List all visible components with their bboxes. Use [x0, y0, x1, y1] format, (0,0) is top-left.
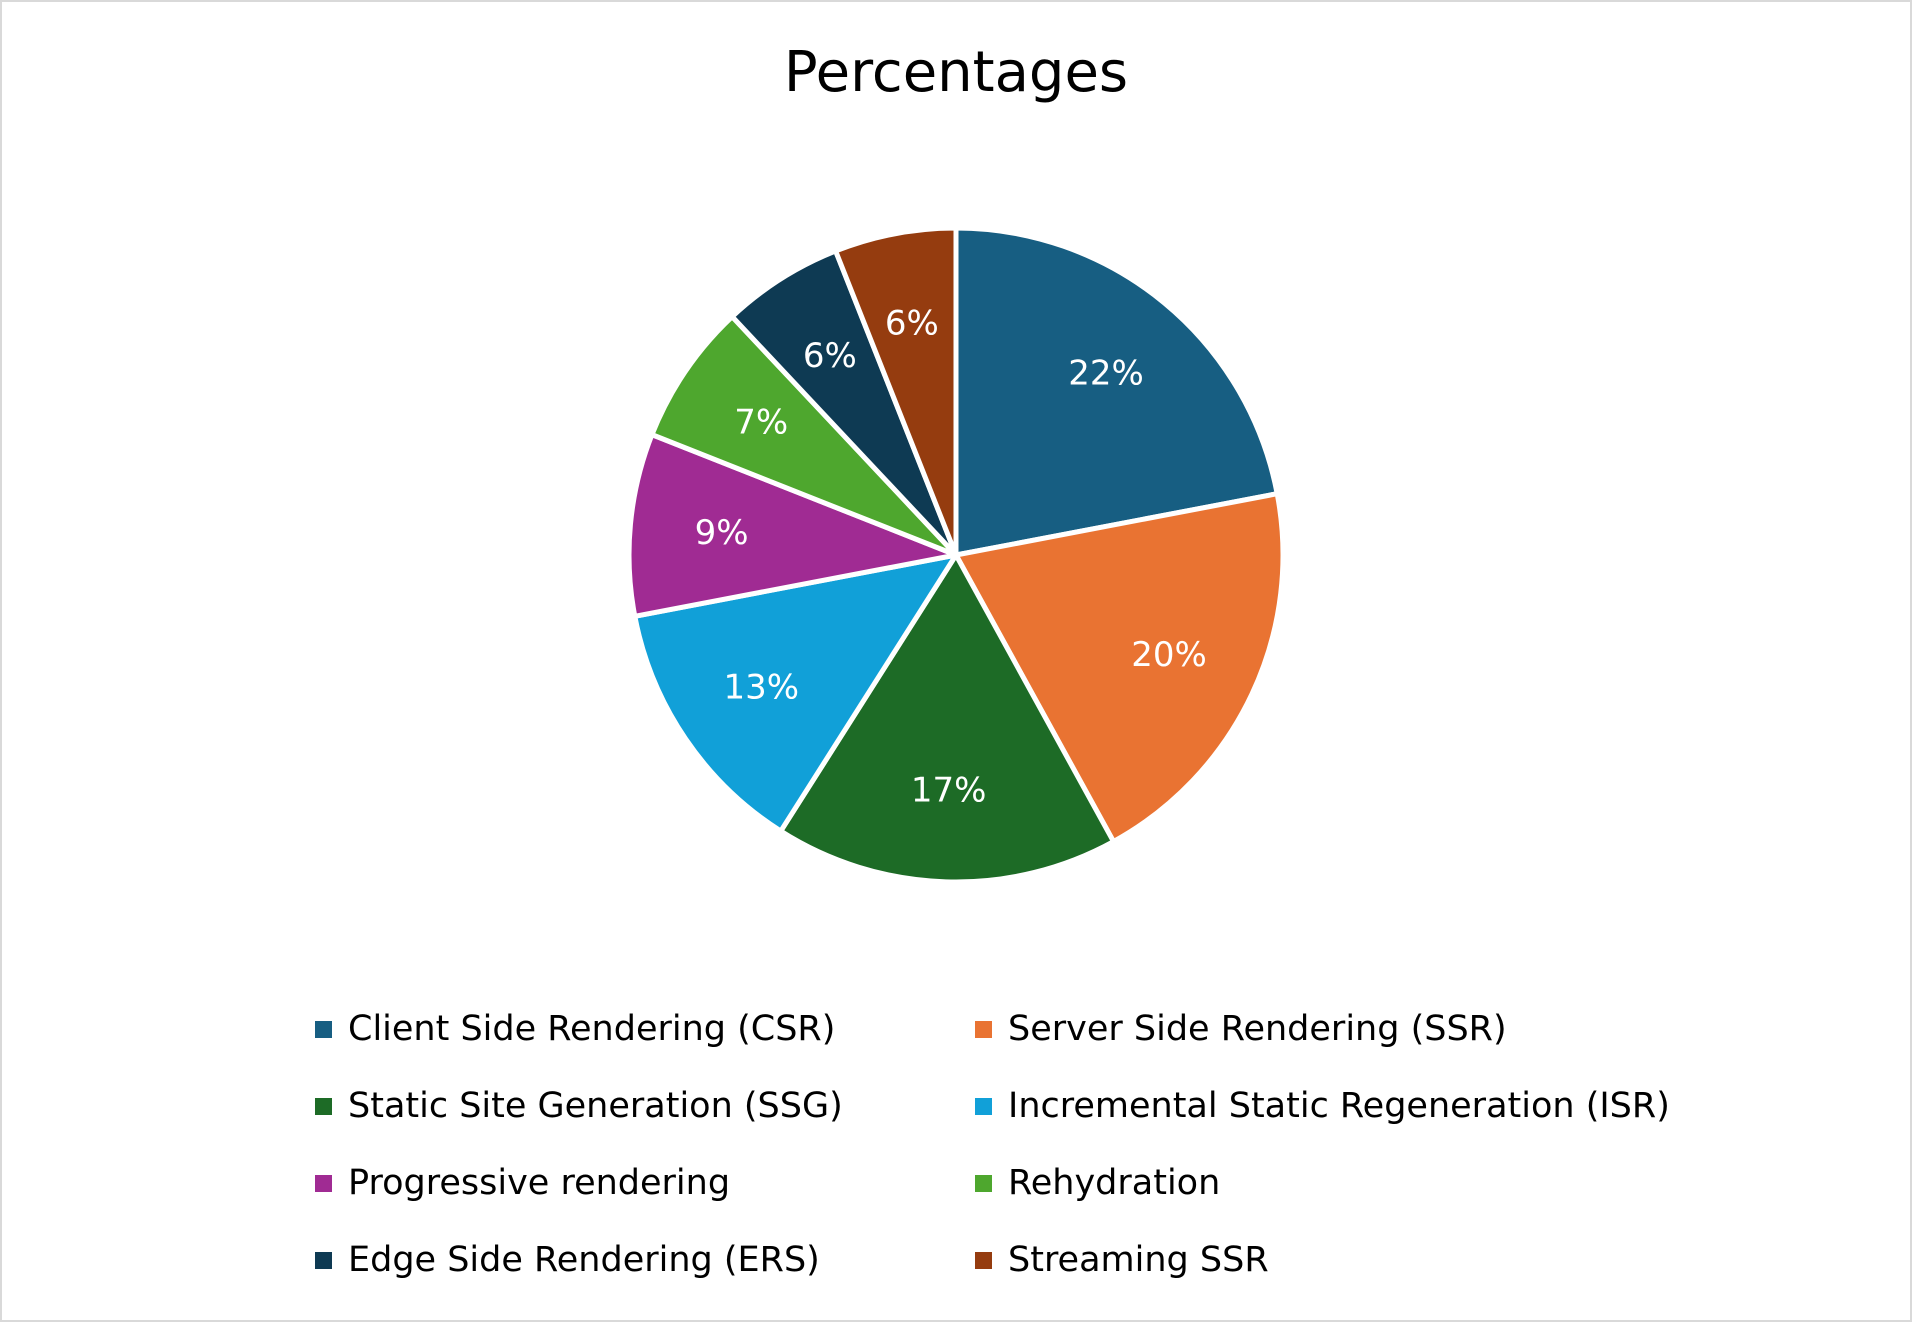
pie-slice-incremental-static-regeneration[interactable]: [632, 552, 959, 834]
legend-swatch: [975, 1097, 992, 1115]
data-label-incremental-static-regeneration: 13%: [723, 667, 799, 707]
legend-item-client-side-rendering[interactable]: Client Side Rendering (CSR): [315, 1005, 835, 1053]
legend-swatch: [315, 1174, 332, 1192]
pie-slice-static-site-generation[interactable]: [778, 552, 1117, 885]
legend-swatch: [975, 1174, 992, 1192]
legend-label: Rehydration: [1008, 1163, 1221, 1203]
pie-slice-rehydration[interactable]: [649, 314, 959, 558]
legend-label: Server Side Rendering (SSR): [1008, 1009, 1507, 1049]
data-label-static-site-generation: 17%: [911, 770, 987, 810]
legend-label: Static Site Generation (SSG): [348, 1086, 843, 1126]
pie-slice-client-side-rendering[interactable]: [953, 225, 1280, 558]
data-label-edge-side-rendering: 6%: [803, 336, 857, 376]
legend-swatch: [975, 1251, 992, 1269]
legend-item-edge-side-rendering[interactable]: Edge Side Rendering (ERS): [315, 1236, 820, 1284]
legend-item-streaming-ssr[interactable]: Streaming SSR: [975, 1236, 1269, 1284]
data-label-streaming-ssr: 6%: [885, 304, 939, 344]
legend-label: Streaming SSR: [1008, 1240, 1269, 1280]
data-label-client-side-rendering: 22%: [1068, 354, 1144, 394]
data-label-rehydration: 7%: [734, 403, 788, 443]
legend-item-progressive-rendering[interactable]: Progressive rendering: [315, 1159, 730, 1207]
legend-label: Incremental Static Regeneration (ISR): [1008, 1086, 1670, 1126]
legend-item-static-site-generation[interactable]: Static Site Generation (SSG): [315, 1082, 843, 1130]
pie-slice-streaming-ssr[interactable]: [833, 225, 959, 558]
legend-swatch: [315, 1020, 332, 1038]
legend-label: Progressive rendering: [348, 1163, 731, 1203]
legend-swatch: [315, 1097, 332, 1115]
data-label-server-side-rendering: 20%: [1131, 635, 1207, 675]
pie-slice-server-side-rendering[interactable]: [953, 491, 1286, 845]
legend-swatch: [975, 1020, 992, 1038]
legend-swatch: [315, 1251, 332, 1269]
legend-item-server-side-rendering[interactable]: Server Side Rendering (SSR): [975, 1005, 1507, 1053]
chart-title: Percentages: [783, 40, 1129, 105]
legend-item-rehydration[interactable]: Rehydration: [975, 1159, 1220, 1207]
pie-slice-progressive-rendering[interactable]: [626, 432, 959, 619]
data-label-progressive-rendering: 9%: [695, 513, 749, 553]
legend-item-incremental-static-regeneration[interactable]: Incremental Static Regeneration (ISR): [975, 1082, 1670, 1130]
legend-label: Client Side Rendering (CSR): [348, 1009, 836, 1049]
legend-label: Edge Side Rendering (ERS): [348, 1240, 820, 1280]
